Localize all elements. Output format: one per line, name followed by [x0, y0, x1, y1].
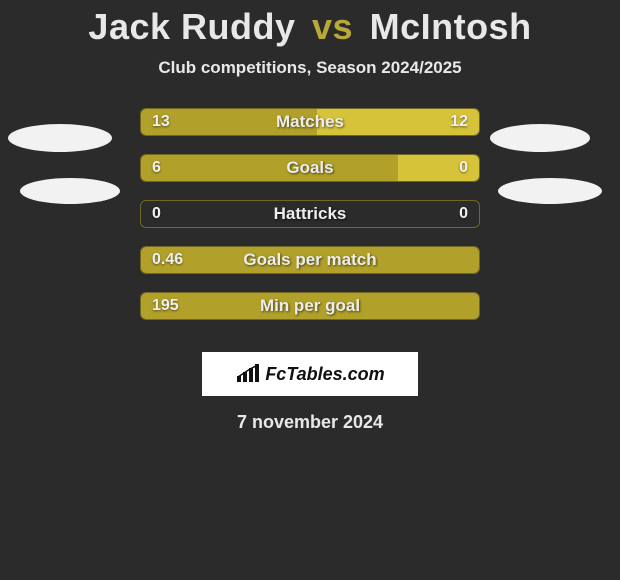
logo-box: FcTables.com: [202, 352, 418, 396]
player1-name: Jack Ruddy: [88, 6, 295, 47]
date-text: 7 november 2024: [0, 412, 620, 433]
logo-text: FcTables.com: [265, 364, 384, 385]
subtitle: Club competitions, Season 2024/2025: [0, 58, 620, 78]
stat-rows: 13Matches126Goals00Hattricks00.46Goals p…: [0, 108, 620, 338]
vs-text: vs: [312, 6, 353, 47]
bar-right-fill: [398, 155, 479, 181]
stat-bar: [140, 200, 480, 228]
bar-left-fill: [141, 293, 479, 319]
stat-row: 0.46Goals per match: [0, 246, 620, 292]
stat-row: 195Min per goal: [0, 292, 620, 338]
stat-row: 0Hattricks0: [0, 200, 620, 246]
bar-right-fill: [317, 109, 479, 135]
player2-name: McIntosh: [370, 6, 532, 47]
bar-left-fill: [141, 109, 317, 135]
stat-bar: [140, 292, 480, 320]
stat-bar: [140, 246, 480, 274]
stat-row: 13Matches12: [0, 108, 620, 154]
comparison-title: Jack Ruddy vs McIntosh: [0, 6, 620, 48]
stat-row: 6Goals0: [0, 154, 620, 200]
stat-bar: [140, 108, 480, 136]
stat-bar: [140, 154, 480, 182]
bar-left-fill: [141, 247, 479, 273]
fctables-chart-icon: [235, 364, 261, 384]
bar-left-fill: [141, 155, 398, 181]
